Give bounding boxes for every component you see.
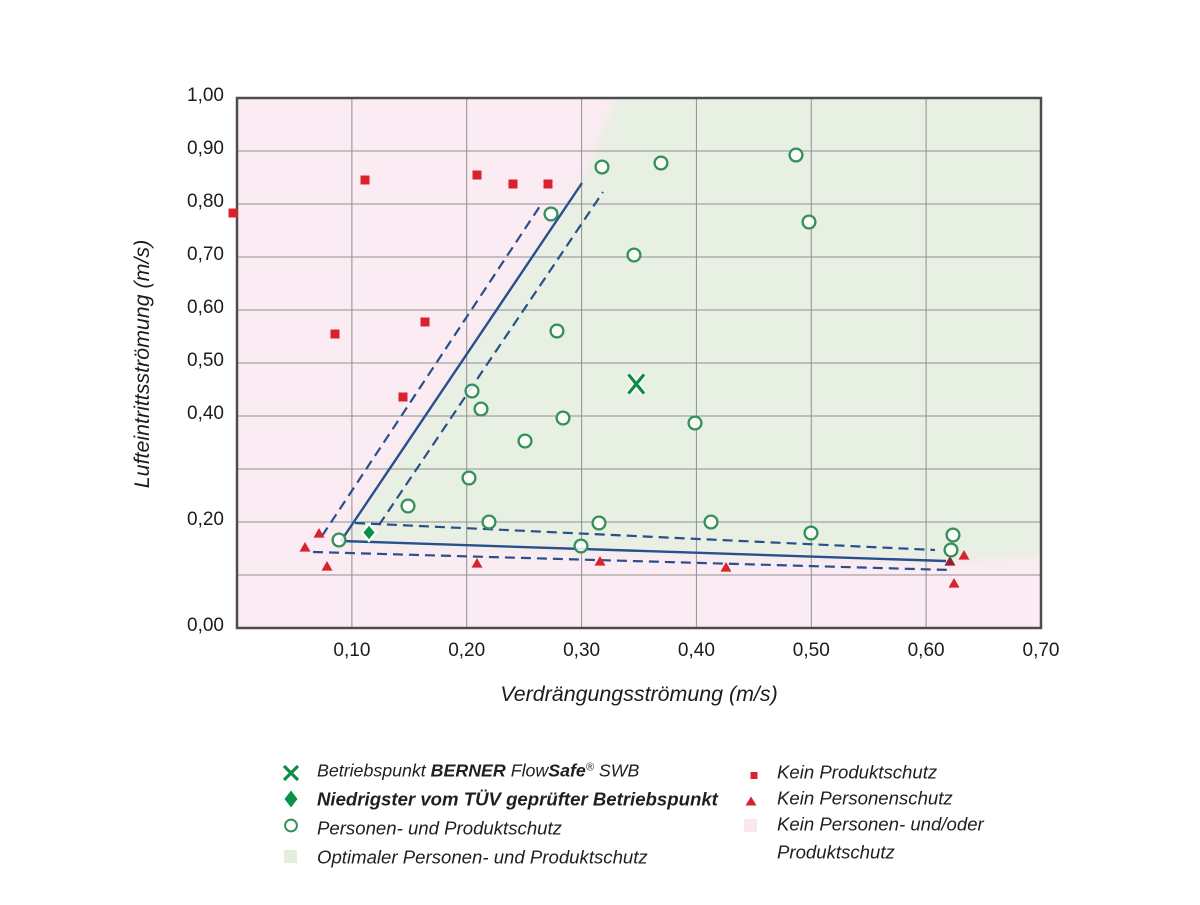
svg-text:Betriebspunkt BERNER FlowSafe®: Betriebspunkt BERNER FlowSafe® SWB <box>317 761 640 781</box>
svg-text:0,40: 0,40 <box>678 640 715 661</box>
svg-text:Optimaler Personen- und Produk: Optimaler Personen- und Produktschutz <box>317 847 648 868</box>
svg-text:0,00: 0,00 <box>187 615 224 636</box>
svg-text:Personen- und Produktschutz: Personen- und Produktschutz <box>317 818 563 839</box>
svg-text:0,70: 0,70 <box>1023 640 1060 661</box>
svg-text:0,60: 0,60 <box>187 297 224 318</box>
svg-text:0,50: 0,50 <box>187 350 224 371</box>
svg-text:0,80: 0,80 <box>187 191 224 212</box>
svg-text:0,20: 0,20 <box>187 509 224 530</box>
svg-text:Kein Produktschutz: Kein Produktschutz <box>777 762 938 783</box>
svg-text:0,60: 0,60 <box>908 640 945 661</box>
svg-text:0,40: 0,40 <box>187 403 224 424</box>
svg-text:Niedrigster vom TÜV geprüfter: Niedrigster vom TÜV geprüfter Betriebspu… <box>317 789 719 810</box>
svg-text:Kein Personenschutz: Kein Personenschutz <box>777 788 953 809</box>
svg-text:Lufteintrittsströmung (m/s): Lufteintrittsströmung (m/s) <box>130 240 154 488</box>
svg-text:1,00: 1,00 <box>187 85 224 106</box>
svg-text:0,30: 0,30 <box>563 640 600 661</box>
svg-text:0,20: 0,20 <box>448 640 485 661</box>
svg-text:0,90: 0,90 <box>187 138 224 159</box>
svg-text:Verdrängungsströmung (m/s): Verdrängungsströmung (m/s) <box>500 682 777 706</box>
svg-text:Kein Personen- und/oder: Kein Personen- und/oder <box>777 814 985 835</box>
svg-text:0,70: 0,70 <box>187 244 224 265</box>
svg-text:0,10: 0,10 <box>333 640 370 661</box>
svg-text:Produktschutz: Produktschutz <box>777 842 896 863</box>
svg-text:0,50: 0,50 <box>793 640 830 661</box>
